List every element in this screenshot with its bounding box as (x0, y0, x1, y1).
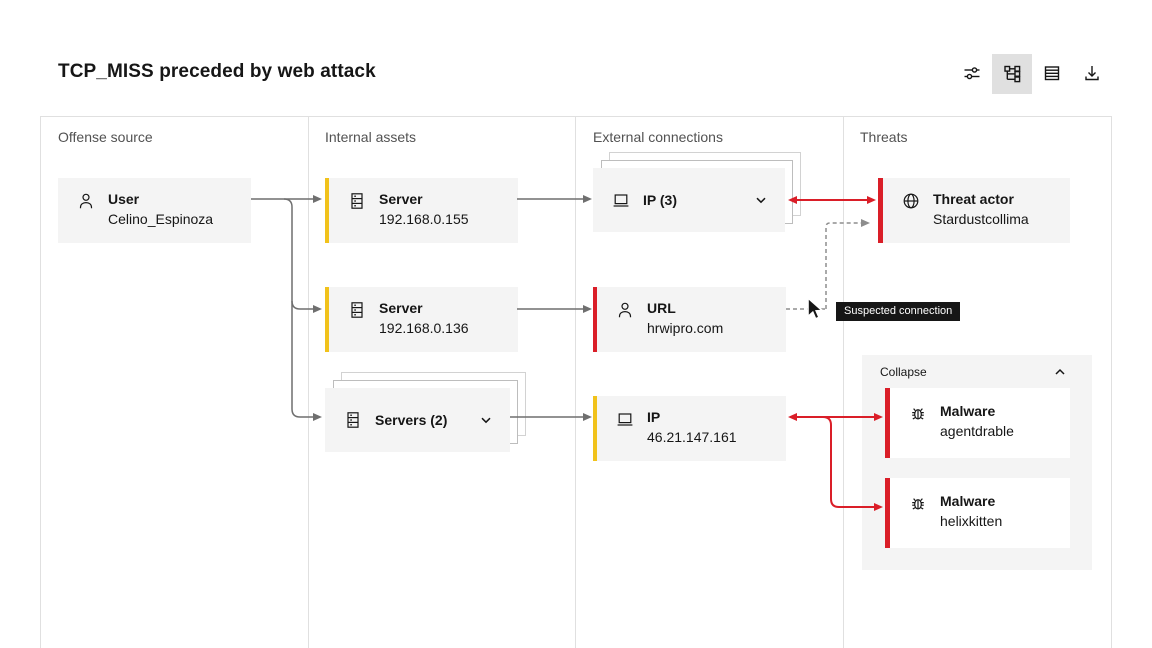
server-icon (347, 300, 367, 320)
column-divider (308, 116, 309, 648)
node-ip-161[interactable]: IP 46.21.147.161 (593, 396, 786, 461)
suspected-connection-tooltip: Suspected connection (836, 302, 961, 321)
chevron-up-icon[interactable] (1050, 362, 1070, 382)
screen-icon (615, 409, 635, 429)
node-ip-group[interactable]: IP (3) (593, 168, 785, 232)
screen-icon (611, 190, 631, 210)
node-servers-group[interactable]: Servers (2) (325, 388, 510, 452)
debug-icon (908, 493, 928, 513)
column-divider (843, 116, 844, 648)
settings-adjust-icon (962, 63, 982, 86)
column-header-external-connections: External connections (593, 129, 723, 145)
node-title: IP (647, 409, 661, 425)
node-subtitle: Stardustcollima (933, 211, 1029, 227)
node-subtitle: Celino_Espinoza (108, 211, 214, 227)
node-user[interactable]: User Celino_Espinoza (58, 178, 251, 243)
node-server-155[interactable]: Server 192.168.0.155 (325, 178, 518, 243)
download-button[interactable] (1072, 54, 1112, 94)
node-title: IP (3) (643, 191, 677, 208)
tree-view-button[interactable] (992, 54, 1032, 94)
node-title: User (108, 191, 140, 207)
page-title: TCP_MISS preceded by web attack (58, 61, 376, 82)
node-subtitle: hrwipro.com (647, 320, 724, 336)
chevron-down-icon[interactable] (476, 410, 496, 430)
download-icon (1082, 63, 1102, 86)
column-header-offense-source: Offense source (58, 129, 153, 145)
node-malware-helixkitten[interactable]: Malware helixkitten (885, 478, 1070, 548)
graph-panel (40, 116, 1112, 648)
collapse-label: Collapse (880, 365, 927, 379)
node-server-136[interactable]: Server 192.168.0.136 (325, 287, 518, 352)
node-subtitle: 46.21.147.161 (647, 429, 737, 445)
server-icon (343, 410, 363, 430)
user-icon (76, 191, 96, 211)
list-view-button[interactable] (1032, 54, 1072, 94)
column-header-threats: Threats (860, 129, 908, 145)
node-title: Server (379, 300, 423, 316)
node-subtitle: agentdrable (940, 423, 1014, 439)
user-icon (615, 300, 635, 320)
node-title: Threat actor (933, 191, 1014, 207)
tree-view-icon (1002, 63, 1022, 86)
toolbar (952, 54, 1112, 94)
list-view-icon (1042, 63, 1062, 86)
column-divider (575, 116, 576, 648)
chevron-down-icon[interactable] (751, 190, 771, 210)
debug-icon (908, 403, 928, 423)
globe-icon (901, 191, 921, 211)
node-title: Malware (940, 403, 996, 419)
node-subtitle: helixkitten (940, 513, 1003, 529)
column-header-internal-assets: Internal assets (325, 129, 417, 145)
server-icon (347, 191, 367, 211)
node-title: URL (647, 300, 676, 316)
node-subtitle: 192.168.0.155 (379, 211, 469, 227)
node-title: Server (379, 191, 423, 207)
node-title: Servers (2) (375, 411, 448, 428)
node-threat-actor[interactable]: Threat actor Stardustcollima (878, 178, 1070, 243)
node-subtitle: 192.168.0.136 (379, 320, 469, 336)
node-title: Malware (940, 493, 996, 509)
node-malware-agentdrable[interactable]: Malware agentdrable (885, 388, 1070, 458)
node-url[interactable]: URL hrwipro.com (593, 287, 786, 352)
collapse-header[interactable]: Collapse (862, 355, 1092, 387)
filter-settings-button[interactable] (952, 54, 992, 94)
